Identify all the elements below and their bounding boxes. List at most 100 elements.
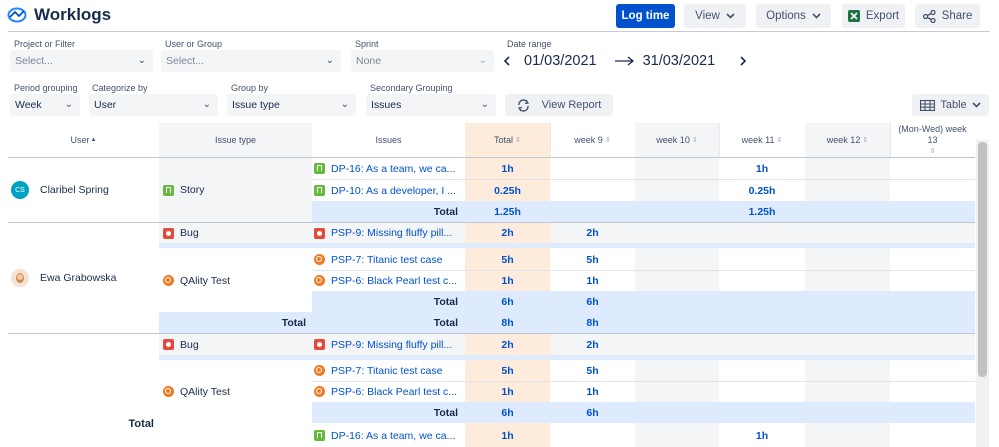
- export-button[interactable]: Export: [842, 4, 905, 28]
- chevron-left-icon[interactable]: [503, 56, 511, 66]
- issue-row-psp6[interactable]: PSP-6: Black Pearl test c...: [314, 381, 462, 402]
- share-button[interactable]: Share: [915, 4, 980, 28]
- total-value[interactable]: 6h: [501, 295, 514, 308]
- issue-link[interactable]: PSP-7: Titanic test case: [331, 364, 443, 377]
- chevron-down-icon: ⌄: [64, 99, 73, 110]
- chevron-down-icon: ⌄: [478, 55, 487, 66]
- issue-row-dp10[interactable]: DP-10: As a developer, I ...: [314, 180, 462, 201]
- options-button[interactable]: Options: [756, 4, 831, 28]
- issue-link[interactable]: DP-16: As a team, we ca...: [331, 162, 456, 175]
- issue-link[interactable]: PSP-6: Black Pearl test c...: [331, 385, 458, 398]
- story-icon: [163, 184, 174, 196]
- row-divider: [312, 381, 975, 382]
- total-value[interactable]: 1h: [501, 385, 514, 398]
- view-button[interactable]: View: [684, 4, 746, 28]
- issue-row-psp7[interactable]: PSP-7: Titanic test case: [314, 360, 462, 381]
- vertical-scrollbar[interactable]: [976, 140, 989, 447]
- total-cell-bg: [465, 223, 550, 243]
- week9-value[interactable]: 1h: [586, 274, 599, 287]
- chevron-down-icon: ⌄: [325, 55, 334, 66]
- date-from[interactable]: 01/03/2021: [524, 53, 597, 69]
- issue-link[interactable]: DP-16: As a team, we ca...: [331, 429, 456, 442]
- view-report-label: View Report: [541, 99, 602, 111]
- chevron-down-icon: [726, 13, 735, 19]
- total-value[interactable]: 1h: [501, 429, 514, 442]
- refresh-icon: [517, 98, 529, 112]
- story-icon: [314, 185, 325, 196]
- total-value[interactable]: 6h: [501, 406, 514, 419]
- total-value[interactable]: 1h: [501, 274, 514, 287]
- column-header-week10[interactable]: week 10 ⇕: [635, 123, 719, 157]
- group-divider: [8, 333, 975, 334]
- chevron-down-icon: [972, 102, 981, 108]
- issue-link[interactable]: DP-10: As a developer, I ...: [331, 184, 456, 197]
- week9-value[interactable]: 6h: [586, 406, 599, 419]
- total-value[interactable]: 5h: [501, 253, 514, 266]
- user-group-placeholder: Select...: [166, 55, 204, 67]
- qa-test-icon: [163, 386, 174, 397]
- sort-icon: ⇕: [691, 136, 698, 144]
- issue-link[interactable]: PSP-6: Black Pearl test c...: [331, 274, 458, 287]
- column-header-week11[interactable]: week 11 ⇕: [719, 123, 805, 157]
- sort-icon: ⇕: [776, 136, 783, 144]
- week11-value[interactable]: 1h: [755, 162, 769, 175]
- week9-value[interactable]: 8h: [586, 316, 599, 329]
- period-grouping-select[interactable]: Week ⌄: [10, 94, 80, 116]
- categorize-select[interactable]: User ⌄: [89, 94, 218, 116]
- subtotal-label: Total: [433, 295, 458, 308]
- issue-type-label: QAlity Test: [180, 274, 230, 287]
- issue-row-psp9[interactable]: PSP-9: Missing fluffy pill...: [314, 223, 462, 243]
- column-week13-label: (Mon-Wed) week 13: [898, 123, 967, 145]
- secondary-grouping-label: Secondary Grouping: [370, 83, 453, 93]
- project-filter-select[interactable]: Select... ⌄: [10, 50, 153, 72]
- issue-row-psp7[interactable]: PSP-7: Titanic test case: [314, 249, 462, 270]
- scrollbar-thumb[interactable]: [978, 142, 987, 377]
- week9-value[interactable]: 2h: [586, 338, 599, 351]
- story-icon: [314, 430, 325, 441]
- issue-row-psp6[interactable]: PSP-6: Black Pearl test c...: [314, 270, 462, 291]
- app-logo-icon: [7, 7, 27, 23]
- column-header-issues[interactable]: Issues: [375, 134, 402, 145]
- week9-value[interactable]: 5h: [586, 364, 599, 377]
- table-view-button[interactable]: Table: [912, 94, 989, 116]
- week9-value[interactable]: 6h: [586, 295, 599, 308]
- week9-value[interactable]: 2h: [586, 227, 599, 239]
- user-group-select[interactable]: Select... ⌄: [161, 50, 341, 72]
- secondary-grouping-select[interactable]: Issues ⌄: [366, 94, 496, 116]
- week11-value[interactable]: 1.25h: [748, 205, 776, 218]
- sprint-select[interactable]: None ⌄: [351, 50, 494, 72]
- week9-value[interactable]: 1h: [586, 385, 599, 398]
- chevron-right-icon[interactable]: [739, 56, 747, 66]
- issue-link[interactable]: PSP-9: Missing fluffy pill...: [331, 338, 453, 351]
- total-value[interactable]: 5h: [501, 364, 514, 377]
- total-value[interactable]: 2h: [501, 227, 514, 239]
- issue-type-label: QAlity Test: [180, 385, 230, 398]
- date-to[interactable]: 31/03/2021: [642, 53, 716, 69]
- group-by-select[interactable]: Issue type ⌄: [227, 94, 356, 116]
- column-header-week9[interactable]: week 9 ⇕: [550, 123, 635, 157]
- row-divider: [312, 179, 975, 180]
- column-header-week12[interactable]: week 12 ⇕: [805, 123, 890, 157]
- total-value[interactable]: 1.25h: [494, 205, 521, 218]
- issue-link[interactable]: PSP-9: Missing fluffy pill...: [331, 227, 453, 239]
- week9-value[interactable]: 5h: [586, 253, 599, 266]
- total-value[interactable]: 0.25h: [494, 184, 521, 197]
- view-label: View: [695, 10, 720, 22]
- issue-row-dp16[interactable]: DP-16: As a team, we ca...: [314, 425, 462, 446]
- total-value[interactable]: 2h: [501, 338, 514, 351]
- categorize-label: Categorize by: [92, 83, 148, 93]
- week11-value[interactable]: 1h: [755, 429, 769, 442]
- total-value[interactable]: 8h: [501, 316, 514, 329]
- subtotal-strip: [159, 243, 975, 248]
- view-report-button[interactable]: View Report: [505, 94, 613, 116]
- issue-link[interactable]: PSP-7: Titanic test case: [331, 253, 443, 266]
- column-header-total[interactable]: Total ⇕: [465, 123, 550, 157]
- issue-row-dp16[interactable]: DP-16: As a team, we ca...: [314, 158, 462, 179]
- log-time-button[interactable]: Log time: [616, 4, 675, 28]
- week11-value[interactable]: 0.25h: [748, 184, 776, 197]
- column-header-issue-type[interactable]: Issue type: [214, 134, 257, 145]
- issue-row-psp9[interactable]: PSP-9: Missing fluffy pill...: [314, 334, 462, 355]
- column-header-week13[interactable]: (Mon-Wed) week 13 ⇕: [890, 123, 975, 157]
- column-header-user[interactable]: User ▲: [8, 123, 159, 157]
- total-value[interactable]: 1h: [501, 162, 514, 175]
